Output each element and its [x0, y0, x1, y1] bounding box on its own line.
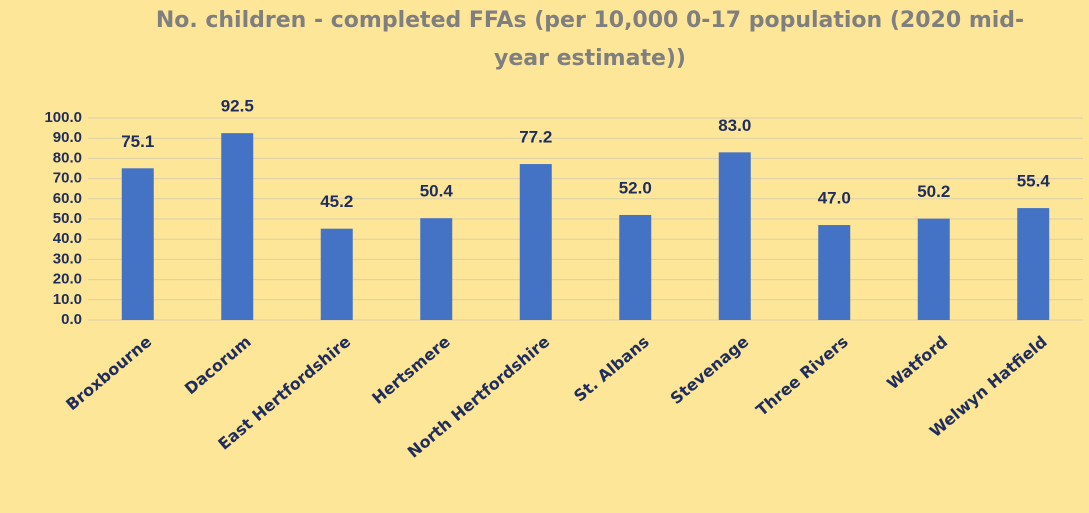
y-tick-label: 60.0 — [53, 190, 82, 207]
x-tick-label: Watford — [883, 332, 951, 393]
y-tick-label: 100.0 — [44, 109, 82, 126]
value-label: 52.0 — [619, 178, 652, 197]
chart-title: No. children - completed FFAs (per 10,00… — [155, 8, 1025, 71]
bar — [519, 164, 552, 320]
bar — [917, 218, 950, 320]
bar — [420, 218, 453, 320]
value-label: 75.1 — [121, 132, 154, 151]
value-label: 83.0 — [718, 116, 751, 135]
bar — [221, 133, 254, 320]
x-tick-label: Dacorum — [181, 332, 255, 398]
value-label: 50.4 — [420, 182, 454, 201]
y-tick-label: 50.0 — [53, 210, 82, 227]
bar — [818, 225, 851, 320]
value-label: 50.2 — [917, 182, 950, 201]
y-tick-label: 70.0 — [53, 170, 82, 187]
value-label: 92.5 — [221, 97, 254, 116]
bar — [619, 214, 652, 320]
x-tick-label: Hertsmere — [368, 332, 454, 408]
bar — [718, 152, 751, 320]
value-label: 47.0 — [818, 189, 851, 208]
x-tick-label: Stevenage — [667, 332, 753, 408]
value-label: 77.2 — [519, 128, 552, 147]
value-label: 45.2 — [320, 192, 353, 211]
bar — [121, 168, 154, 320]
value-label: 55.4 — [1017, 172, 1051, 191]
y-tick-label: 80.0 — [53, 149, 82, 166]
y-tick-label: 90.0 — [53, 129, 82, 146]
x-tick-label: Broxbourne — [62, 332, 155, 414]
bar — [1017, 208, 1050, 320]
x-tick-label: Three Rivers — [752, 332, 852, 420]
y-tick-label: 30.0 — [53, 250, 82, 267]
y-tick-label: 0.0 — [61, 311, 82, 328]
bar — [320, 228, 353, 320]
y-tick-label: 20.0 — [53, 271, 82, 288]
y-tick-label: 10.0 — [53, 291, 82, 308]
y-tick-label: 40.0 — [53, 230, 82, 247]
x-tick-label: St. Albans — [570, 332, 653, 406]
